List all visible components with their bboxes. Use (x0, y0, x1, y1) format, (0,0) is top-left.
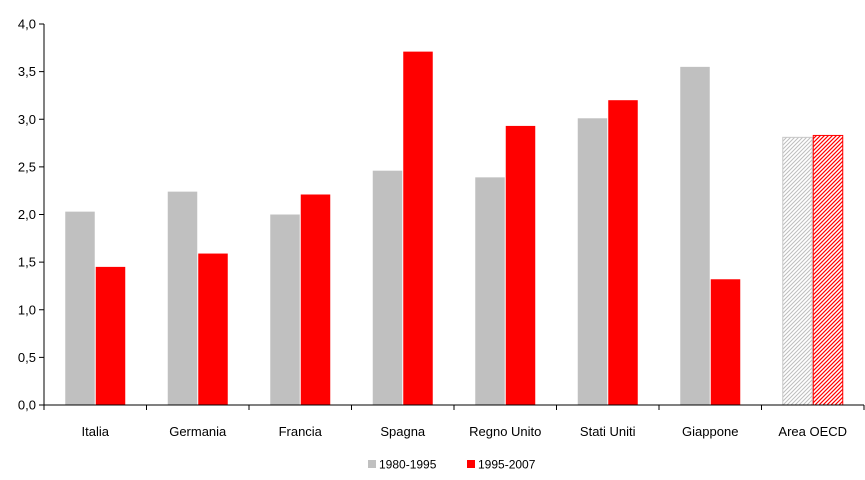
bar-1995-2007-spagna (403, 51, 433, 406)
legend-label: 1980-1995 (379, 458, 437, 472)
bar-1995-2007-regno-unito (505, 125, 536, 405)
y-tick-label: 0,0 (18, 398, 36, 413)
y-tick-label: 1,0 (18, 302, 36, 317)
y-tick-label: 3,5 (18, 64, 36, 79)
bar-1980-1995-germania (167, 191, 198, 405)
bar-1995-2007-stati-uniti (608, 100, 638, 405)
legend-swatch (368, 460, 376, 468)
x-tick-label: Francia (279, 424, 323, 439)
bar-1995-2007-italia (95, 266, 126, 405)
x-tick-label: Stati Uniti (580, 424, 636, 439)
bar-1980-1995-italia (65, 211, 95, 405)
bar-1980-1995-stati-uniti (577, 118, 608, 406)
x-tick-label: Giappone (682, 424, 738, 439)
y-tick-label: 1,5 (18, 255, 36, 270)
bar-1980-1995-giappone (680, 66, 710, 406)
y-tick-label: 4,0 (18, 17, 36, 32)
bar-1995-2007-germania (198, 253, 228, 405)
axes: 0,0 0,5 1,0 1,5 2,0 2,5 3,0 3,5 4,0 (18, 17, 865, 413)
y-tick-label: 2,5 (18, 159, 36, 174)
plot-area (65, 51, 844, 406)
bar-1980-1995-regno-unito (475, 177, 505, 405)
legend-label: 1995-2007 (478, 458, 536, 472)
y-tick-label: 2,0 (18, 207, 36, 222)
x-tick-label: Spagna (380, 424, 426, 439)
bar-1995-2007-area-oecd (812, 134, 844, 406)
y-tick-label: 0,5 (18, 350, 36, 365)
category-labels: Italia Germania Francia Spagna Regno Unito St… (82, 424, 848, 439)
legend: 1980-1995 1995-2007 (368, 458, 536, 472)
y-tick-label: 3,0 (18, 112, 36, 127)
bar-1995-2007-giappone (710, 279, 741, 405)
x-tick-label: Germania (169, 424, 227, 439)
bar-1995-2007-francia (300, 194, 331, 405)
x-tick-label: Area OECD (778, 424, 847, 439)
legend-swatch (467, 460, 475, 468)
bar-1980-1995-francia (270, 214, 300, 405)
x-tick-label: Regno Unito (469, 424, 541, 439)
bar-1980-1995-spagna (372, 170, 403, 405)
x-tick-label: Italia (82, 424, 110, 439)
bar-1980-1995-area-oecd (782, 136, 813, 406)
